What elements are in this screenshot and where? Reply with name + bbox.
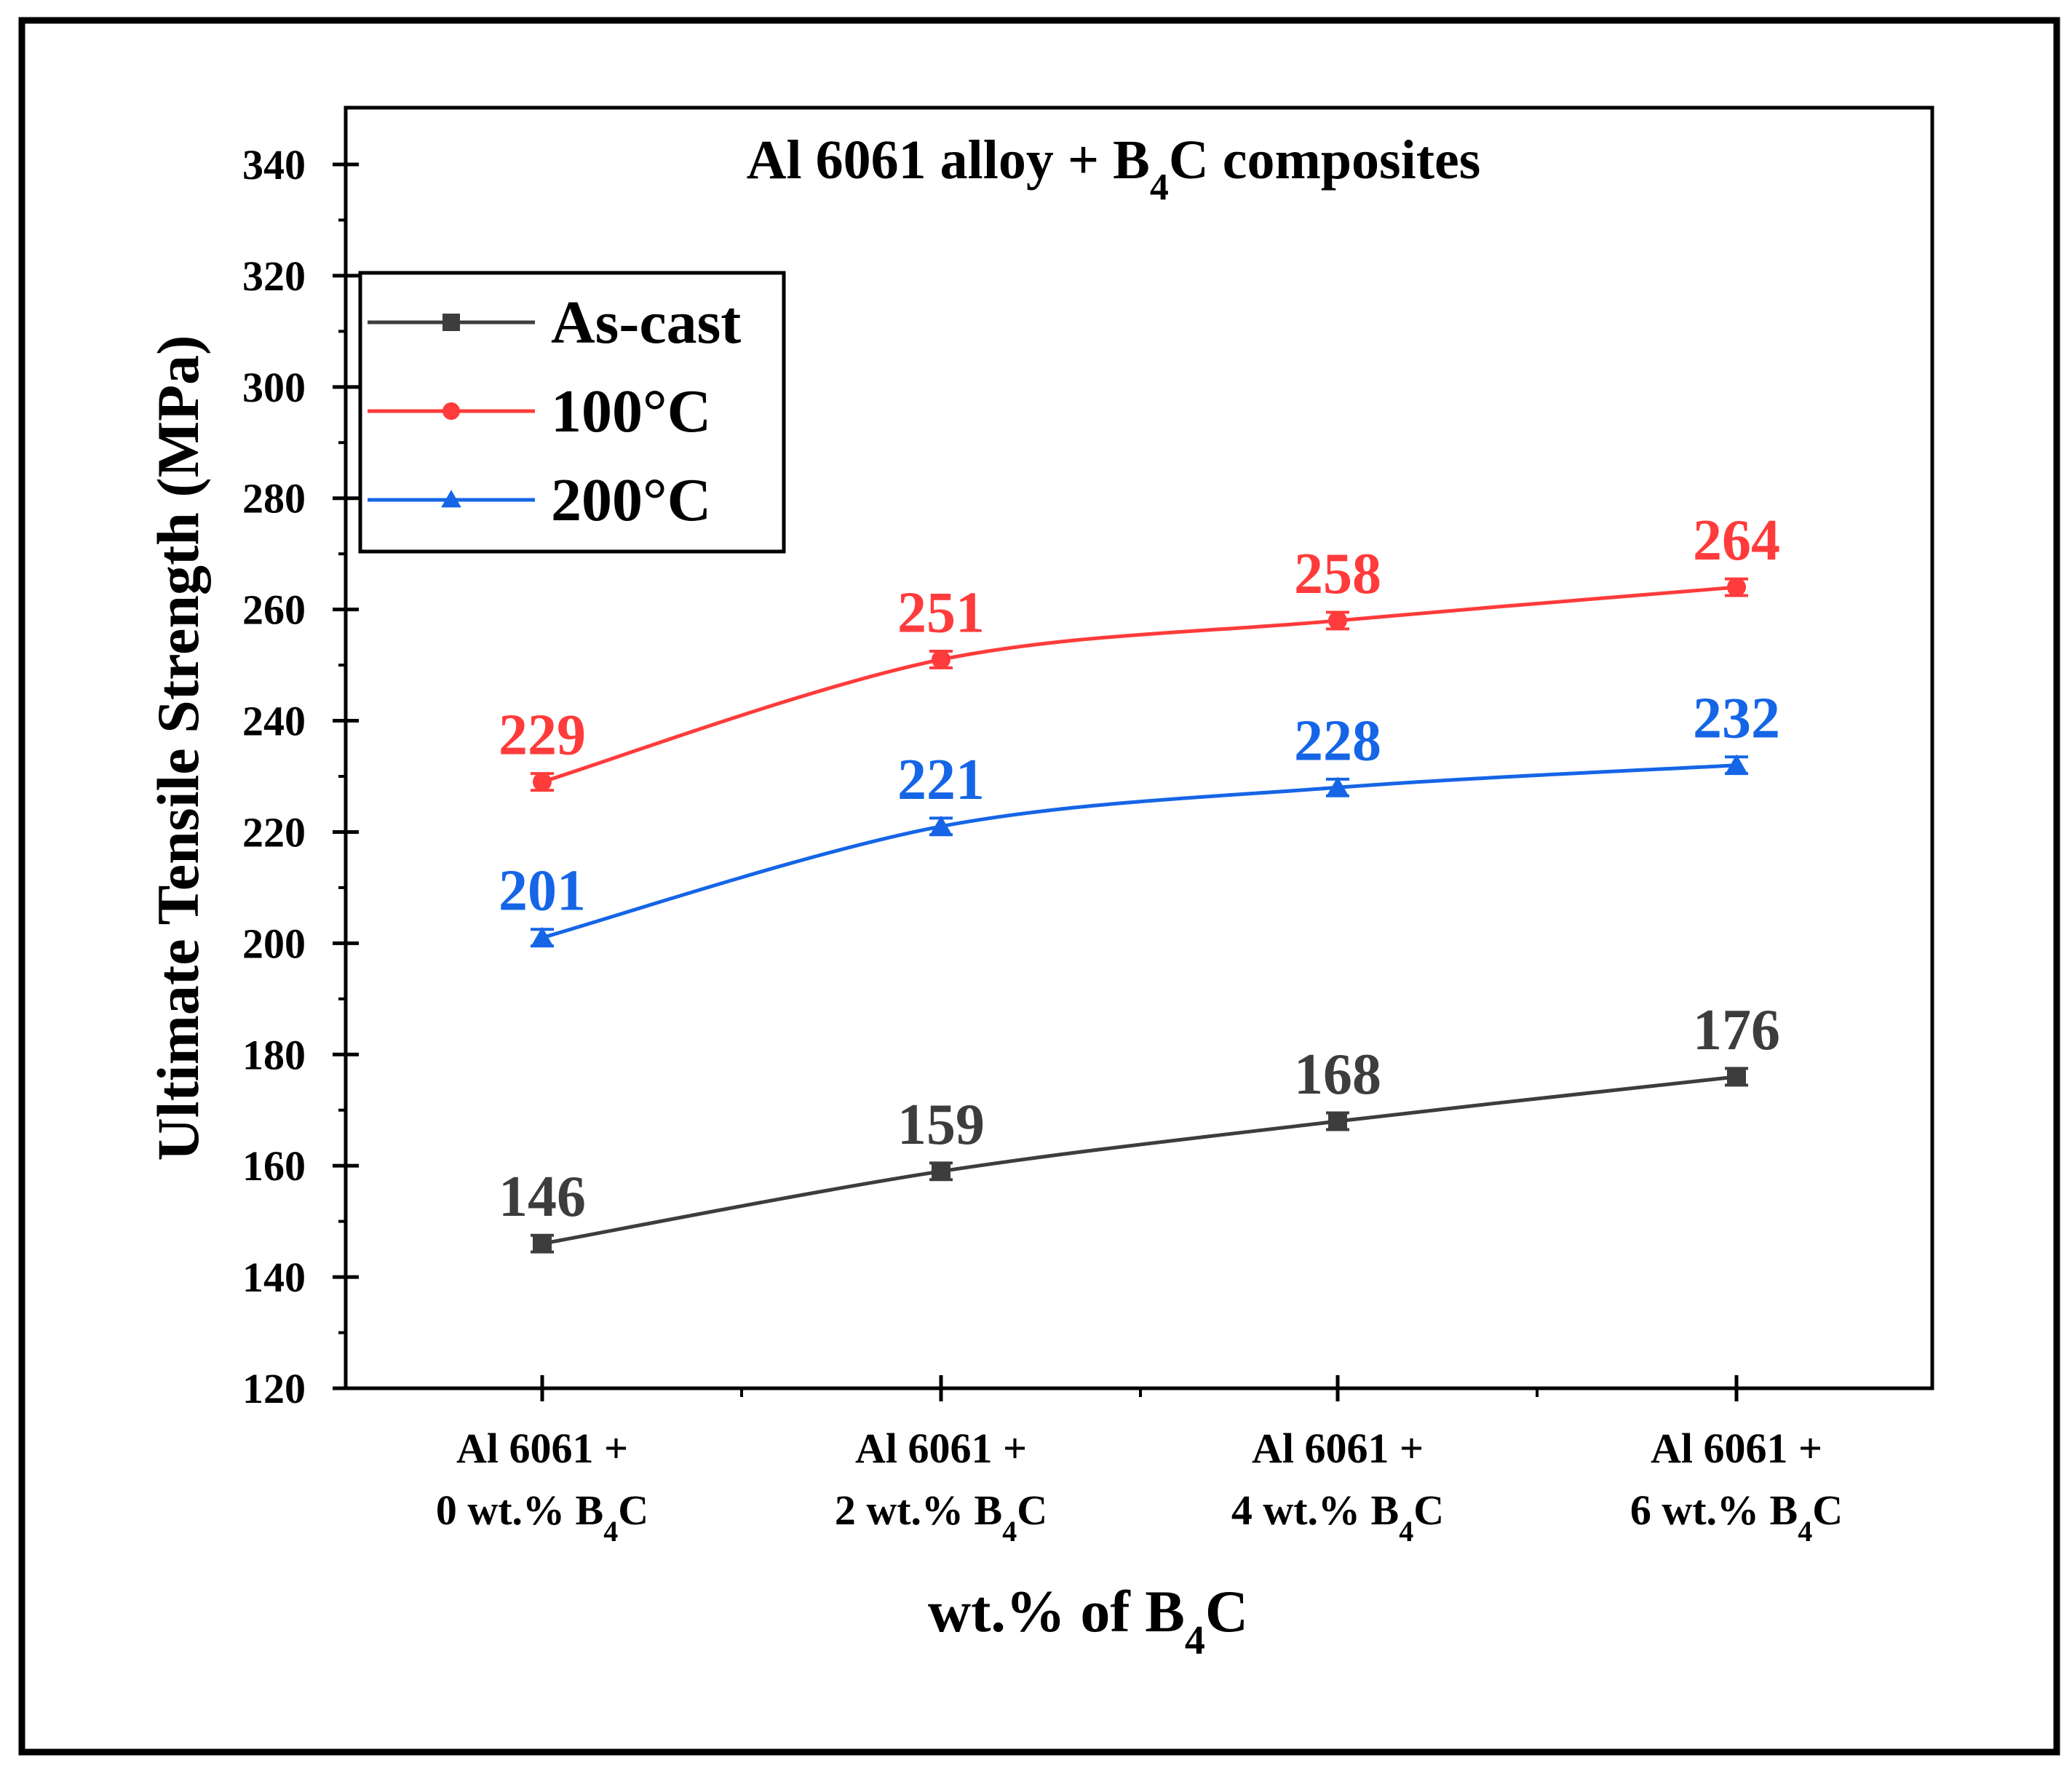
- data-point: [1727, 1067, 1746, 1086]
- y-tick-label: 300: [242, 364, 306, 411]
- y-axis-label: Ultimate Tensile Strength (MPa): [145, 335, 211, 1161]
- legend-entry: 200°C: [368, 466, 711, 534]
- y-tick-label: 120: [242, 1365, 306, 1412]
- x-tick-label-subscript: 4: [1399, 1515, 1413, 1548]
- legend-marker: [442, 402, 460, 420]
- series-layer: [531, 577, 1748, 1254]
- x-tick-label-text: C: [1413, 1487, 1444, 1534]
- x-tick-label-line2: 6 wt.% B4C: [1630, 1487, 1843, 1548]
- data-label: 201: [499, 859, 586, 923]
- data-point: [932, 1161, 950, 1181]
- legend-label: 200°C: [551, 466, 711, 534]
- x-tick-label-subscript: 4: [603, 1515, 618, 1548]
- data-label: 228: [1294, 709, 1381, 773]
- data-label: 221: [897, 748, 985, 812]
- data-label: 146: [499, 1165, 586, 1229]
- x-tick-label-line1: Al 6061 +: [1651, 1425, 1822, 1472]
- legend-label: 100°C: [551, 378, 711, 445]
- x-tick-label-text: C: [1812, 1487, 1843, 1534]
- data-point: [932, 650, 950, 669]
- y-tick-label: 280: [242, 475, 306, 522]
- x-tick-label-line1: Al 6061 +: [1252, 1425, 1424, 1472]
- x-tick-label-line2: 4 wt.% B4C: [1231, 1487, 1444, 1548]
- legend-marker: [442, 314, 460, 331]
- data-point: [1328, 1112, 1347, 1131]
- y-tick-label: 200: [242, 920, 306, 967]
- y-tick-labels: 120 140 160 180 200 220 240 260 280 300 320 340: [242, 141, 306, 1412]
- data-point: [1328, 610, 1347, 630]
- x-tick-label-text: C: [618, 1487, 648, 1534]
- series-line: [541, 585, 1737, 784]
- legend-entry: As-cast: [368, 289, 741, 357]
- series-line: [541, 763, 1737, 940]
- y-tick-label: 260: [242, 586, 306, 634]
- x-tick-label-line1: Al 6061 +: [456, 1425, 628, 1472]
- data-point: [533, 1234, 552, 1254]
- legend-label: As-cast: [551, 289, 741, 357]
- data-point: [930, 815, 952, 835]
- x-tick-label-text: 6 wt.% B: [1630, 1487, 1798, 1534]
- y-tick-label: 340: [242, 141, 306, 188]
- data-point: [1327, 776, 1349, 796]
- x-tick-label-text: 4 wt.% B: [1231, 1487, 1399, 1534]
- data-label: 168: [1294, 1043, 1381, 1107]
- data-label: 229: [499, 704, 586, 768]
- data-label: 251: [897, 581, 985, 645]
- x-tick-label-text: C: [1017, 1487, 1047, 1534]
- series-triangle: [531, 754, 1748, 948]
- legend-items: As-cast 100°C 200°C: [368, 289, 741, 534]
- axis-ticks: [333, 162, 1739, 1401]
- x-tick-label-subscript: 4: [1002, 1515, 1017, 1548]
- data-point: [531, 926, 553, 946]
- data-label: 232: [1693, 687, 1780, 751]
- legend: As-cast 100°C 200°C: [358, 271, 786, 554]
- y-tick-label: 220: [242, 808, 306, 856]
- legend-marker: [441, 490, 461, 508]
- data-labels: 146 159 168 176 229 251 258 264 201 221 228 232: [499, 509, 1780, 1229]
- legend-entry: 100°C: [368, 378, 711, 445]
- series-line: [541, 1075, 1737, 1246]
- y-tick-label: 140: [242, 1254, 306, 1301]
- y-tick-label: 320: [242, 252, 306, 300]
- x-tick-label-line1: Al 6061 +: [855, 1425, 1027, 1472]
- chart-title: Al 6061 alloy + B4C composites: [747, 130, 1481, 208]
- x-tick-label-line2: 0 wt.% B4C: [436, 1487, 648, 1548]
- data-point: [1727, 578, 1746, 597]
- y-tick-label: 240: [242, 698, 306, 745]
- y-tick-label: 160: [242, 1142, 306, 1190]
- x-tick-label-line2: 2 wt.% B4C: [835, 1487, 1047, 1548]
- data-label: 258: [1294, 542, 1381, 606]
- data-label: 264: [1693, 509, 1780, 573]
- x-tick-label-text: 0 wt.% B: [436, 1487, 603, 1534]
- x-tick-label-subscript: 4: [1798, 1515, 1812, 1548]
- y-tick-label: 180: [242, 1031, 306, 1078]
- data-label: 176: [1693, 998, 1780, 1062]
- series-square: [531, 1067, 1748, 1254]
- data-point: [1726, 754, 1747, 773]
- data-point: [533, 772, 552, 792]
- series-circle: [531, 577, 1748, 792]
- x-axis-label: wt.% of B4C: [928, 1578, 1248, 1663]
- x-tick-label-text: 2 wt.% B: [835, 1487, 1002, 1534]
- data-label: 159: [897, 1093, 985, 1157]
